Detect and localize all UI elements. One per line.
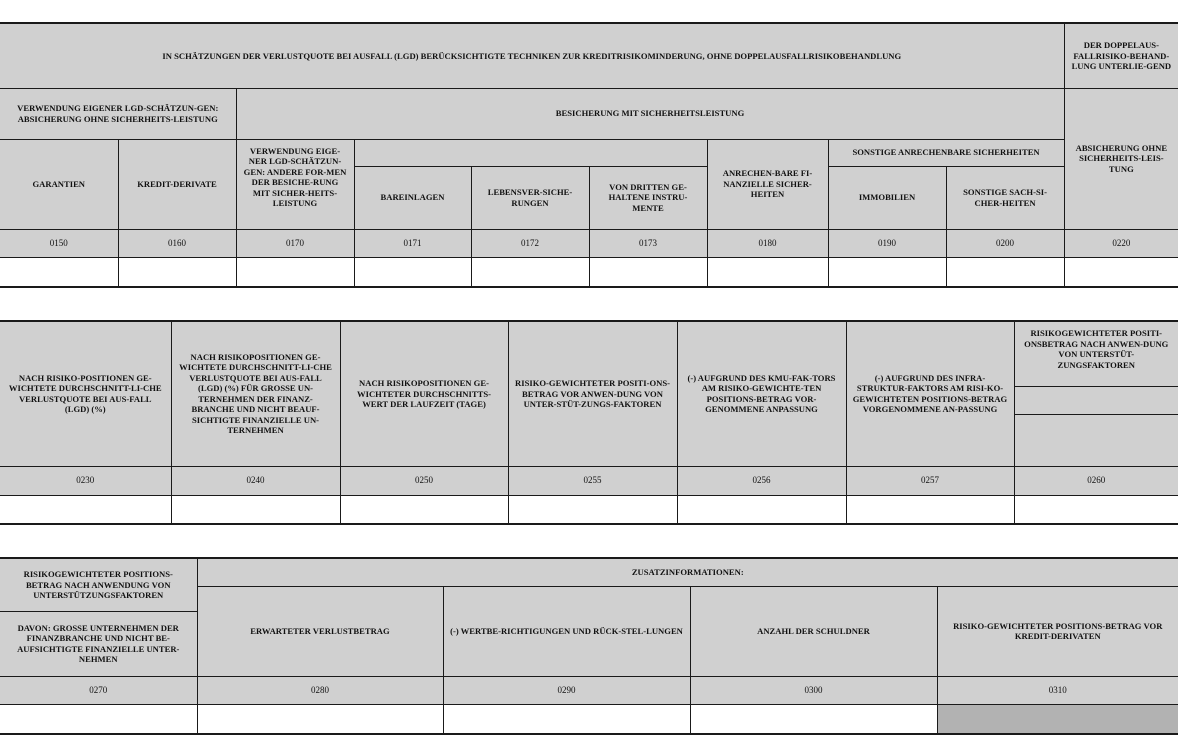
column-code: 0180 [706,228,829,258]
column-code: 0240 [170,465,341,496]
data-cell[interactable] [339,494,509,525]
column-code: 0290 [442,675,691,705]
header-number-of-obligors: ANZAHL DER SCHULDNER [689,585,938,677]
data-cell[interactable] [689,703,938,735]
header-blank [1014,413,1178,467]
column-code: 0171 [353,228,472,258]
column-code: 0160 [117,228,237,258]
column-code: 0255 [507,465,678,496]
header-life-insurance: LEBENSVER-SICHE-RUNGEN [470,165,590,230]
memorandum-items-table: RISIKOGEWICHTETER POSITIONS-BETRAG NACH … [0,557,1178,735]
header-double-default: DER DOPPELAUS-FALLRISIKO-BEHAND-LUNG UNT… [1063,22,1178,89]
column-code: 0300 [689,675,938,705]
data-cell[interactable] [1063,256,1178,288]
header-blank-group [353,138,708,167]
header-real-estate: IMMOBILIEN [827,165,947,230]
column-code: 0220 [1063,228,1178,258]
column-code: 0190 [827,228,947,258]
header-third-party: VON DRITTEN GE-HALTENE INSTRU-MENTE [588,165,708,230]
column-code: 0173 [588,228,708,258]
header-own-lgd-unfunded: VERWENDUNG EIGENER LGD-SCHÄTZUN-GEN: ABS… [0,87,237,140]
header-rwea-after-factors: RISIKOGEWICHTETER POSITIONS-BETRAG NACH … [0,557,198,612]
data-cell[interactable] [470,256,590,288]
data-cell[interactable] [827,256,947,288]
header-financial-collateral: ANRECHEN-BARE FI-NANZIELLE SICHER-HEITEN [706,138,829,230]
header-expected-loss: ERWARTETER VERLUSTBETRAG [197,585,444,677]
header-sme-factor-adjustment: (-) AUFGRUND DES KMU-FAK-TORS AM RISIKO-… [676,320,847,467]
data-cell[interactable] [706,256,829,288]
data-cell[interactable] [353,256,472,288]
header-blank [1014,385,1178,415]
header-guarantees: GARANTIEN [0,138,119,230]
data-cell[interactable] [0,256,119,288]
header-own-lgd-other-funded: VERWENDUNG EIGE-NER LGD-SCHÄTZUN-GEN: AN… [235,138,355,230]
header-cash: BAREINLAGEN [354,165,472,230]
data-cell[interactable] [1013,494,1178,525]
data-cell[interactable] [235,256,355,288]
header-rwea-pre-credit-derivatives: RISIKO-GEWICHTETER POSITIONS-BETRAG VOR … [936,585,1178,677]
header-infrastructure-factor-adjustment: (-) AUFGRUND DES INFRA-STRUKTUR-FAKTORS … [845,320,1015,467]
header-funded-protection: BESICHERUNG MIT SICHERHEITSLEISTUNG [235,87,1065,140]
lgd-rwea-table: NACH RISIKO-POSITIONEN GE-WICHTETE DURCH… [0,320,1178,525]
column-code: 0250 [339,465,509,496]
data-cell[interactable] [196,703,444,735]
lgd-crm-techniques-table: IN SCHÄTZUNGEN DER VERLUSTQUOTE BEI AUSF… [0,22,1178,288]
data-cell[interactable] [117,256,237,288]
column-code: 0150 [0,228,119,258]
header-avg-maturity: NACH RISIKOPOSITIONEN GE-WICHTETER DURCH… [339,320,509,467]
data-cell[interactable] [845,494,1015,525]
data-cell[interactable] [507,494,678,525]
header-memorandum-items: ZUSATZINFORMATIONEN: [196,557,1178,587]
column-code: 0200 [945,228,1065,258]
header-avg-lgd: NACH RISIKO-POSITIONEN GE-WICHTETE DURCH… [0,320,172,467]
greyed-out-cell [936,703,1178,735]
header-other-collateral: SONSTIGE ANRECHENBARE SICHERHEITEN [827,138,1065,167]
data-cell[interactable] [0,703,198,735]
header-of-which-large-financial: DAVON: GROßE UNTERNEHMEN DER FINANZBRANC… [0,610,198,677]
column-code: 0310 [936,675,1178,705]
data-cell[interactable] [945,256,1065,288]
column-code: 0260 [1013,465,1178,496]
header-avg-lgd-large-financial: NACH RISIKOPOSITIONEN GE-WICHTETE DURCHS… [170,320,341,467]
column-code: 0170 [235,228,355,258]
header-credit-derivatives: KREDIT-DERIVATE [117,138,237,230]
column-code: 0280 [196,675,444,705]
header-rwea-pre-factors: RISIKO-GEWICHTETER POSITI-ONS-BETRAG VOR… [507,320,678,467]
data-cell[interactable] [676,494,847,525]
data-cell[interactable] [588,256,708,288]
column-code: 0256 [676,465,847,496]
data-cell[interactable] [170,494,341,525]
column-code: 0230 [0,465,172,496]
column-code: 0172 [470,228,590,258]
header-value-adjustments: (-) WERTBE-RICHTIGUNGEN UND RÜCK-STEL-LU… [442,585,691,677]
header-rwea-after-factors: RISIKOGEWICHTETER POSITI-ONSBETRAG NACH … [1013,320,1178,387]
table-title: IN SCHÄTZUNGEN DER VERLUSTQUOTE BEI AUSF… [0,22,1065,89]
header-other-physical: SONSTIGE SACH-SI-CHER-HEITEN [945,165,1065,230]
header-unfunded-protection: ABSICHERUNG OHNE SICHERHEITS-LEIS-TUNG [1063,87,1178,230]
data-cell[interactable] [442,703,691,735]
column-code: 0270 [0,675,198,705]
column-code: 0257 [845,465,1015,496]
data-cell[interactable] [0,494,172,525]
